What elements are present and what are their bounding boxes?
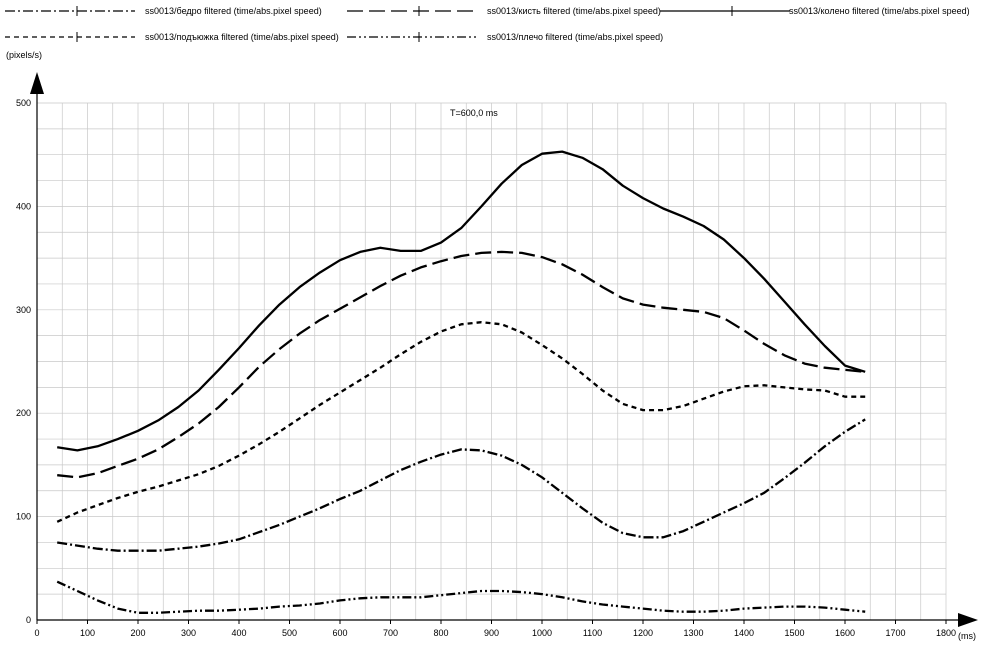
series-group — [56, 150, 866, 614]
legend-label: ss0013/кисть filtered (time/abs.pixel sp… — [487, 6, 661, 16]
series-line-2 — [57, 250, 866, 479]
x-tick-label: 800 — [433, 628, 448, 638]
series-line-1 — [57, 418, 866, 552]
x-tick-label: 300 — [181, 628, 196, 638]
axes — [30, 72, 978, 627]
series-line-3 — [57, 150, 866, 452]
x-tick-label: 900 — [484, 628, 499, 638]
x-tick-label: 0 — [34, 628, 39, 638]
x-tick-label: 700 — [383, 628, 398, 638]
legend-label: ss0013/бедро filtered (time/abs.pixel sp… — [145, 6, 322, 16]
x-tick-label: 1800 — [936, 628, 956, 638]
y-tick-label: 300 — [16, 305, 31, 315]
x-tick-label: 1400 — [734, 628, 754, 638]
y-tick-label: 400 — [16, 201, 31, 211]
y-axis-arrow — [30, 72, 44, 94]
x-tick-label: 1200 — [633, 628, 653, 638]
x-tick-label: 1100 — [583, 628, 602, 638]
x-tick-label: 1600 — [835, 628, 855, 638]
x-tick-label: 500 — [282, 628, 297, 638]
y-tick-label: 0 — [26, 615, 31, 625]
x-unit-label: (ms) — [958, 631, 976, 641]
x-tick-label: 400 — [231, 628, 246, 638]
annotation: T=600,0 ms — [450, 108, 498, 118]
legend-label: ss0013/колено filtered (time/abs.pixel s… — [789, 6, 970, 16]
y-unit-label: (pixels/s) — [6, 50, 42, 60]
series-line-4 — [56, 321, 866, 523]
series-line-5 — [56, 580, 866, 614]
y-tick-label: 200 — [16, 408, 31, 418]
y-tick-label: 100 — [16, 512, 31, 522]
x-tick-label: 1500 — [784, 628, 804, 638]
legend-label: ss0013/подъюжка filtered (time/abs.pixel… — [145, 32, 339, 42]
tick-labels: 0 100 200 300 400 500 600 700 800 900 1000 1100 1200… — [16, 98, 956, 638]
x-tick-label: 1300 — [683, 628, 703, 638]
x-tick-label: 1700 — [885, 628, 905, 638]
x-tick-label: 1000 — [532, 628, 552, 638]
legend: ss0013/бедро filtered (time/abs.pixel sp… — [5, 6, 970, 42]
grid — [37, 102, 947, 620]
x-tick-label: 100 — [80, 628, 95, 638]
x-axis-arrow — [958, 613, 978, 627]
x-tick-label: 200 — [130, 628, 145, 638]
y-tick-label: 500 — [16, 98, 31, 108]
x-tick-label: 600 — [332, 628, 347, 638]
legend-label: ss0013/плечо filtered (time/abs.pixel sp… — [487, 32, 663, 42]
